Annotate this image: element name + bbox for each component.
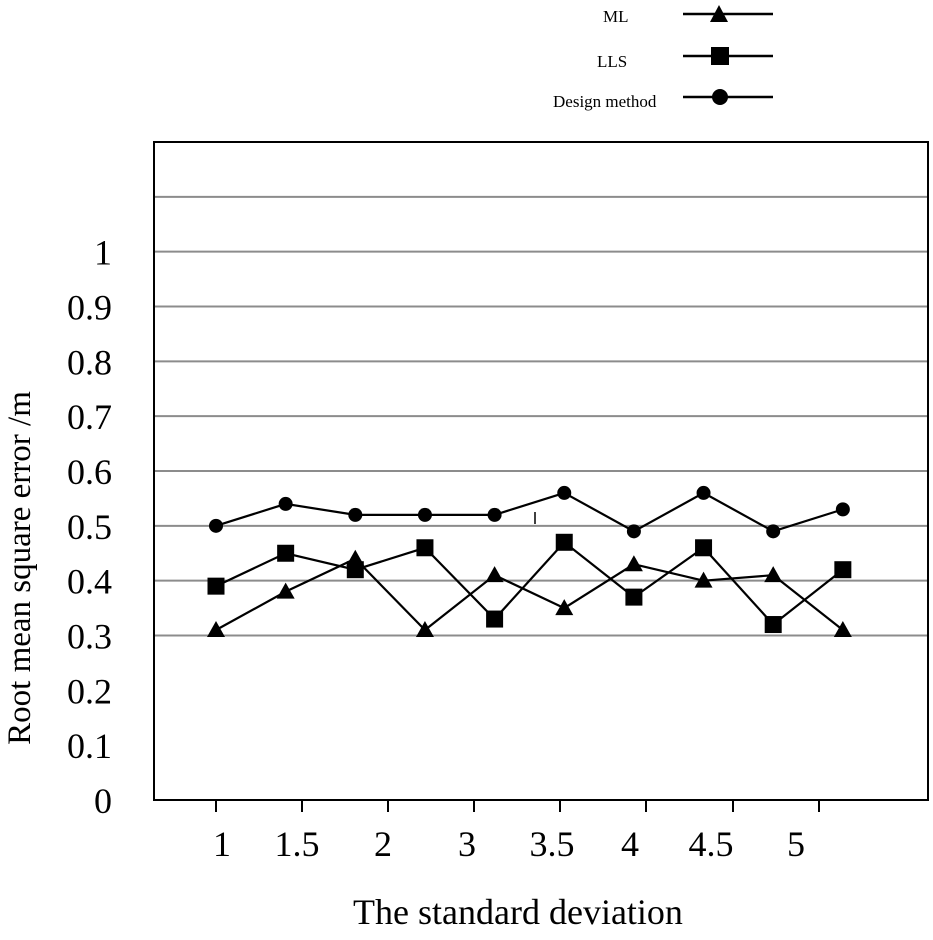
- point-lls: [346, 561, 364, 579]
- y-tick-label: 0.2: [67, 671, 112, 711]
- point-ml: [485, 566, 504, 583]
- legend: ML LLS Design method: [553, 5, 773, 111]
- point-design-method: [487, 507, 502, 522]
- gridlines: [154, 195, 928, 637]
- x-tick-label: 1: [213, 824, 231, 864]
- plot-frame: [153, 141, 929, 801]
- x-tick-label: 4.5: [689, 824, 734, 864]
- point-ml: [415, 621, 434, 638]
- legend-marker-lls: [711, 47, 729, 65]
- series-line-design-method: [215, 491, 844, 533]
- y-tick-label: 0.8: [67, 342, 112, 382]
- point-lls: [695, 539, 713, 557]
- point-design-method: [557, 485, 572, 500]
- point-ml: [207, 621, 225, 638]
- x-tick-label: 5: [787, 824, 805, 864]
- point-lls: [207, 577, 225, 595]
- x-ticks: [215, 800, 820, 812]
- series-line-lls: [215, 540, 844, 627]
- legend-marker-design-method: [712, 89, 728, 105]
- point-lls: [834, 561, 852, 579]
- y-tick-label: 0.9: [67, 288, 112, 328]
- x-tick-label: 2: [374, 824, 392, 864]
- y-tick-label: 0.6: [67, 452, 112, 492]
- y-tick-label: 0.5: [67, 507, 112, 547]
- point-ml: [555, 599, 574, 616]
- y-axis-label: Root mean square error /m: [2, 391, 38, 745]
- legend-label-design-method: Design method: [553, 92, 657, 111]
- point-design-method: [417, 507, 432, 522]
- point-lls: [625, 588, 643, 606]
- y-tick-label: 0: [94, 781, 112, 821]
- x-tick-labels: 1 1.5 2 3 3.5 4 4.5 5: [213, 824, 805, 864]
- y-tick-label: 1: [94, 233, 112, 273]
- y-tick-label: 0.1: [67, 726, 112, 766]
- legend-marker-ml: [710, 5, 728, 22]
- point-design-method: [766, 524, 781, 539]
- y-tick-label: 0.4: [67, 562, 112, 602]
- point-design-method: [209, 518, 223, 533]
- point-lls: [764, 616, 782, 634]
- point-lls: [486, 610, 504, 628]
- point-ml: [276, 582, 295, 599]
- legend-label-ml: ML: [603, 7, 629, 26]
- point-ml: [694, 571, 713, 588]
- series-layer: [207, 485, 852, 638]
- series-line-ml: [215, 557, 844, 632]
- x-tick-label: 4: [621, 824, 639, 864]
- point-design-method: [835, 502, 850, 517]
- legend-label-lls: LLS: [597, 52, 627, 71]
- y-tick-label: 0.3: [67, 617, 112, 657]
- point-ml: [764, 566, 783, 583]
- point-lls: [555, 533, 573, 551]
- point-ml: [624, 555, 643, 572]
- x-axis-label: The standard deviation: [353, 892, 683, 932]
- point-design-method: [626, 524, 641, 539]
- x-tick-label: 3.5: [530, 824, 575, 864]
- point-design-method: [348, 507, 363, 522]
- point-lls: [416, 539, 434, 557]
- point-design-method: [696, 485, 711, 500]
- point-ml: [833, 621, 852, 638]
- y-tick-labels: 0 0.1 0.2 0.3 0.4 0.5 0.6 0.7 0.8 0.9 1: [67, 233, 112, 821]
- y-tick-label: 0.7: [67, 397, 112, 437]
- x-tick-label: 3: [458, 824, 476, 864]
- x-tick-label: 1.5: [275, 824, 320, 864]
- point-lls: [277, 544, 295, 562]
- point-design-method: [278, 496, 293, 511]
